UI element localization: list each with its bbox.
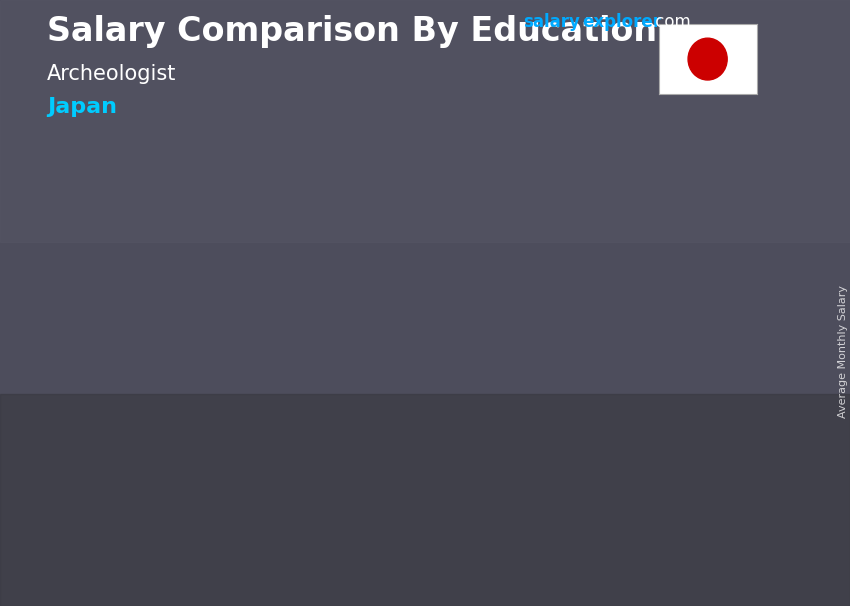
Text: explorer: explorer xyxy=(582,13,661,32)
Circle shape xyxy=(688,38,727,80)
Bar xyxy=(367,359,457,533)
Bar xyxy=(662,255,671,533)
Bar xyxy=(0,394,850,606)
Bar xyxy=(581,255,671,262)
Text: Salary Comparison By Education: Salary Comparison By Education xyxy=(47,15,657,48)
Text: 620,000 JPY: 620,000 JPY xyxy=(360,335,465,353)
Bar xyxy=(154,393,243,396)
Text: Average Monthly Salary: Average Monthly Salary xyxy=(838,285,848,418)
Text: 501,000 JPY: 501,000 JPY xyxy=(145,368,252,386)
Text: Japan: Japan xyxy=(47,97,116,117)
Bar xyxy=(154,393,243,533)
Bar xyxy=(235,393,243,533)
Bar xyxy=(154,393,164,533)
Bar xyxy=(367,359,457,364)
Bar xyxy=(448,359,457,533)
Bar xyxy=(0,0,850,242)
Text: salary: salary xyxy=(523,13,580,32)
Text: 991,000 JPY: 991,000 JPY xyxy=(573,230,679,248)
Bar xyxy=(367,359,378,533)
Bar xyxy=(581,255,671,533)
Text: .com: .com xyxy=(650,13,691,32)
Text: +24%: +24% xyxy=(239,265,337,295)
Bar xyxy=(581,255,592,533)
Text: +60%: +60% xyxy=(453,188,552,217)
Text: Archeologist: Archeologist xyxy=(47,64,176,84)
